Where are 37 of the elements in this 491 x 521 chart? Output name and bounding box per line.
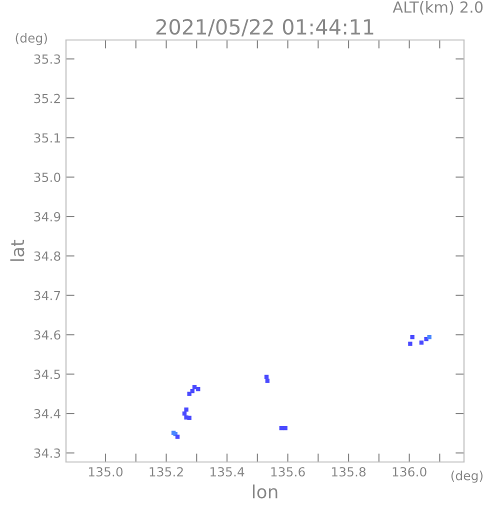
point	[283, 426, 288, 430]
text: (deg)	[16, 33, 47, 46]
point	[187, 416, 192, 420]
y-tick-label: 35.1	[34, 133, 60, 143]
point	[410, 335, 414, 340]
point	[182, 411, 187, 416]
y-axis-title: lat	[10, 240, 24, 261]
x-tick-label: 135.8	[332, 467, 366, 477]
text: (deg)	[451, 470, 483, 483]
y-tick-label: 34.8	[34, 251, 60, 261]
y-tick-label: 35.2	[34, 94, 60, 104]
point	[427, 335, 432, 340]
chart-title: 2021/05/22 01:44:11	[156, 18, 374, 36]
y-tick-label: 34.3	[34, 448, 60, 458]
y-tick-label: 35.0	[34, 172, 60, 182]
point	[196, 387, 200, 392]
text: ALT(km) 2.0	[392, 1, 483, 15]
point	[419, 340, 424, 345]
x-tick-label: 135.6	[271, 467, 305, 477]
point	[184, 408, 188, 412]
x-tick-label: 135.0	[88, 467, 123, 477]
y-tick-label: 34.9	[34, 212, 60, 222]
point	[190, 388, 194, 394]
y-tick-label: 34.6	[34, 330, 60, 340]
point	[265, 378, 270, 383]
y-tick-label: 34.7	[34, 290, 60, 300]
x-axis-title: lon	[252, 484, 278, 498]
y-tick-label: 34.4	[34, 409, 60, 418]
y-tick-label: 34.5	[34, 370, 60, 380]
point	[408, 342, 412, 346]
x-tick-label: 135.2	[150, 467, 183, 477]
y-tick-label: 35.3	[34, 54, 60, 64]
point	[279, 426, 284, 430]
x-tick-label: 135.4	[210, 467, 244, 477]
x-tick-label: 136.0	[392, 467, 426, 477]
point	[175, 434, 180, 439]
point	[424, 336, 428, 342]
